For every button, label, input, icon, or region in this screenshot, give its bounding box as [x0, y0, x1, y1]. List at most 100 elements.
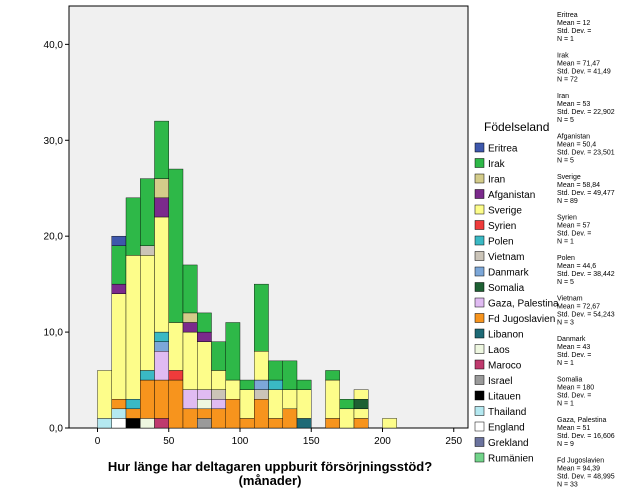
legend-swatch: [474, 359, 485, 370]
stat-line: Mean = 53: [557, 101, 590, 108]
bar-segment: [154, 197, 169, 218]
y-tick-label: 40,0: [44, 40, 64, 51]
bar-segment: [97, 370, 112, 419]
bar-segment: [239, 418, 255, 429]
stat-line: Std. Dev. =: [557, 231, 591, 238]
y-tick-label: 0,0: [49, 424, 63, 435]
bar-segment: [182, 322, 198, 333]
legend-label: Vietnam: [488, 252, 525, 263]
legend-swatch: [474, 452, 485, 463]
legend-label: Fd Jugoslavien: [488, 314, 555, 325]
stat-line: N = 3: [557, 320, 574, 327]
bar-segment: [268, 389, 283, 419]
bar-segment: [125, 255, 141, 400]
bar-segment: [111, 293, 127, 400]
bar-segment: [339, 399, 355, 410]
legend-label: Eritrea: [488, 144, 518, 155]
legend-label: Rumänien: [488, 454, 534, 465]
bar-segment: [111, 418, 127, 429]
y-tick-label: 20,0: [44, 232, 64, 243]
bar-segment: [140, 178, 155, 246]
legend-label: England: [488, 423, 525, 434]
stat-line: Vietnam: [557, 296, 583, 303]
stat-line: Std. Dev. = 22,902: [557, 109, 615, 116]
bar-segment: [197, 312, 212, 333]
legend-label: Laos: [488, 345, 510, 356]
bar-segment: [197, 399, 212, 410]
stat-line: Danmark: [557, 336, 586, 343]
bar-segment: [353, 418, 369, 429]
bar-segment: [197, 408, 212, 419]
bar-segment: [353, 389, 369, 400]
bar-segment: [168, 370, 184, 381]
bar-segment: [296, 418, 312, 429]
stat-line: Afganistan: [557, 134, 590, 141]
stat-line: Std. Dev. = 48,995: [557, 474, 615, 481]
bar-segment: [254, 399, 269, 429]
legend-swatch: [474, 204, 485, 215]
stat-line: Std. Dev. = 41,49: [557, 69, 611, 76]
stat-line: N = 1: [557, 360, 574, 367]
x-tick-label: 150: [303, 436, 320, 447]
legend-label: Libanon: [488, 330, 524, 341]
stat-line: Mean = 44,6: [557, 263, 596, 270]
stat-line: N = 1: [557, 401, 574, 408]
legend-swatch: [474, 189, 485, 199]
stat-line: Mean = 58,84: [557, 182, 600, 189]
bar-segment: [211, 370, 226, 390]
bar-segment: [296, 379, 312, 390]
legend-label: Israel: [488, 376, 512, 387]
bar-segment: [111, 399, 127, 410]
y-tick-label: 30,0: [44, 136, 64, 147]
bar-segment: [182, 264, 198, 314]
legend-swatch: [474, 313, 485, 323]
legend-swatch: [474, 437, 485, 447]
bar-segment: [211, 389, 226, 400]
legend-label: Grekland: [488, 438, 529, 449]
stat-line: N = 72: [557, 77, 578, 84]
stat-line: Somalia: [557, 377, 582, 384]
legend-swatch: [474, 266, 485, 277]
legend-label: Syrien: [488, 221, 516, 232]
bar-segment: [111, 283, 127, 294]
legend-label: Iran: [488, 175, 505, 186]
stat-line: Sverige: [557, 174, 581, 181]
bar-segment: [268, 379, 283, 390]
stat-line: Std. Dev. = 49,477: [557, 190, 615, 197]
legend-swatch: [474, 251, 485, 261]
bar-segment: [168, 168, 184, 323]
stat-line: Mean = 72,67: [557, 304, 600, 311]
bar-segment: [282, 389, 298, 410]
bar-segment: [154, 178, 169, 199]
bar-segment: [339, 408, 355, 429]
bar-segment: [154, 379, 169, 419]
bar-segment: [154, 351, 169, 381]
bar-segment: [268, 360, 283, 381]
legend-swatch: [474, 297, 485, 308]
bar-segment: [282, 408, 298, 429]
stat-line: Polen: [557, 255, 575, 262]
bar-segment: [325, 370, 340, 381]
bar-segment: [225, 399, 241, 429]
bar-segment: [154, 418, 169, 429]
legend-label: Afganistan: [488, 190, 535, 201]
bar-segment: [197, 389, 212, 400]
bar-segment: [254, 351, 269, 381]
bar-segment: [197, 331, 212, 342]
legend-label: Somalia: [488, 283, 525, 294]
stat-line: Irak: [557, 53, 569, 60]
legend-swatch: [474, 220, 485, 230]
stat-line: Mean = 180: [557, 385, 594, 392]
legend-label: Gaza, Palestina: [488, 299, 559, 310]
bar-segment: [254, 389, 269, 400]
stat-line: Syrien: [557, 215, 577, 222]
bar-segment: [140, 370, 155, 381]
x-tick-label: 0: [95, 436, 101, 447]
legend-swatch: [474, 282, 485, 292]
legend-swatch: [474, 390, 485, 401]
legend-label: Danmark: [488, 268, 530, 279]
bar-segment: [140, 379, 155, 419]
stat-line: Std. Dev. = 38,442: [557, 271, 615, 278]
bar-segment: [125, 399, 141, 410]
stat-line: Iran: [557, 93, 569, 100]
